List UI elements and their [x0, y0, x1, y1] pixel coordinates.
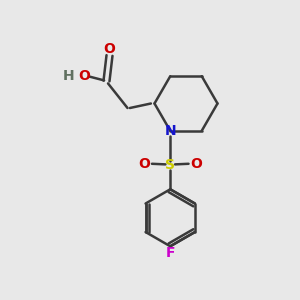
Text: O: O [190, 157, 202, 171]
Text: S: S [165, 158, 175, 172]
Text: H: H [63, 69, 75, 82]
Text: F: F [166, 246, 175, 260]
Text: N: N [164, 124, 176, 138]
Text: O: O [78, 69, 90, 82]
Text: O: O [103, 42, 116, 56]
Text: O: O [138, 157, 150, 171]
